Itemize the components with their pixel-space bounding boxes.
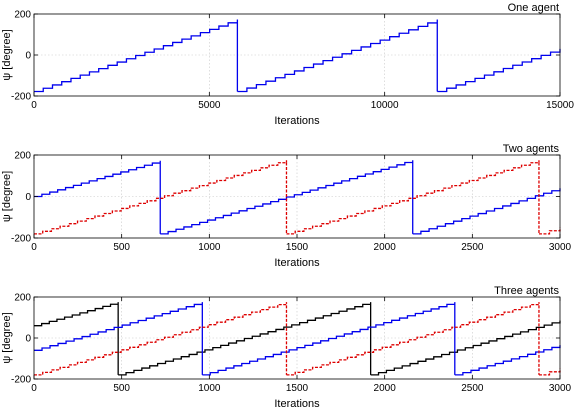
series-line-1 [34, 160, 561, 235]
x-tick-label: 0 [31, 383, 37, 394]
x-tick-label: 500 [113, 383, 130, 394]
y-tick-label: 0 [25, 51, 31, 62]
x-tick-label: 15000 [546, 100, 574, 111]
y-tick-label: -200 [11, 92, 31, 103]
x-axis-label: Iterations [274, 398, 320, 410]
y-tick-label: 0 [25, 192, 31, 203]
y-tick-label: 200 [14, 151, 31, 162]
x-tick-label: 1500 [286, 242, 309, 253]
chart-title: Two agents [503, 143, 560, 155]
x-tick-label: 5000 [198, 100, 221, 111]
series-line-2 [34, 302, 561, 376]
y-tick-label: 0 [25, 334, 31, 345]
x-axis-label: Iterations [274, 115, 320, 127]
x-axis-label: Iterations [274, 257, 320, 269]
x-tick-label: 1000 [198, 242, 221, 253]
x-tick-label: 1000 [198, 383, 221, 394]
x-tick-label: 2000 [374, 383, 397, 394]
x-tick-label: 3000 [549, 383, 572, 394]
chart-title: One agent [508, 2, 559, 14]
y-tick-label: 200 [14, 10, 31, 21]
x-tick-label: 500 [113, 242, 130, 253]
y-axis-label: ψ [degree] [1, 171, 13, 222]
chart-title: Three agents [494, 285, 559, 297]
y-tick-label: -200 [11, 375, 31, 386]
y-tick-label: 200 [14, 293, 31, 304]
x-tick-label: 1500 [286, 383, 309, 394]
x-tick-label: 10000 [371, 100, 399, 111]
x-tick-label: 0 [31, 242, 37, 253]
series-line-1 [34, 302, 561, 376]
x-tick-label: 2500 [461, 383, 484, 394]
x-tick-label: 0 [31, 100, 37, 111]
x-tick-label: 3000 [549, 242, 572, 253]
y-axis-label: ψ [degree] [1, 29, 13, 80]
x-tick-label: 2500 [461, 242, 484, 253]
y-tick-label: -200 [11, 234, 31, 245]
series-line-1 [34, 19, 561, 93]
y-axis-label: ψ [degree] [1, 312, 13, 363]
x-tick-label: 2000 [374, 242, 397, 253]
